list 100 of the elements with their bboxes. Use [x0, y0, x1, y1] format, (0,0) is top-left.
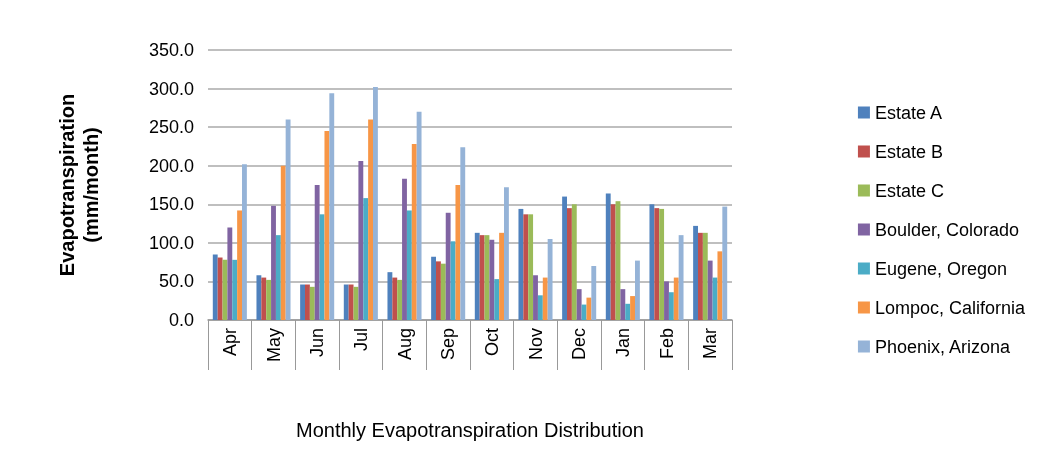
bar: [635, 260, 640, 320]
y-tick-label: 150.0: [148, 194, 194, 215]
bar: [547, 239, 553, 320]
bar: [324, 131, 330, 320]
bar: [431, 256, 436, 320]
bar: [693, 225, 698, 320]
bar: [343, 284, 349, 320]
bar: [717, 251, 723, 320]
bar: [261, 277, 267, 320]
bar: [416, 111, 422, 320]
bar: [562, 196, 567, 320]
legend-label: Phoenix, Arizona: [874, 336, 1011, 357]
bar: [266, 279, 272, 320]
bar: [533, 275, 538, 320]
bar: [329, 93, 335, 320]
bar: [455, 185, 461, 320]
bar: [445, 212, 451, 320]
bar: [280, 165, 286, 320]
legend-label: Eugene, Oregon: [874, 258, 1008, 279]
bar: [402, 178, 407, 320]
x-tick-label: Oct: [481, 328, 502, 357]
y-tick-label: 250.0: [148, 117, 194, 138]
bar: [392, 277, 398, 320]
bar: [518, 208, 524, 320]
bar: [571, 204, 577, 320]
x-tick-label: Jul: [350, 328, 371, 352]
bar: [528, 214, 534, 320]
bar: [232, 259, 238, 320]
bar: [610, 204, 616, 320]
legend-label: Estate C: [874, 180, 944, 201]
bar: [237, 210, 242, 320]
bar: [654, 208, 660, 320]
bar: [285, 119, 291, 320]
bar: [673, 277, 679, 320]
bar: [494, 279, 500, 320]
bar: [406, 210, 412, 320]
bar: [591, 266, 597, 320]
x-tick-label: Nov: [525, 328, 546, 361]
legend-label: Lompoc, California: [874, 297, 1026, 318]
bar: [479, 235, 485, 320]
bar: [436, 261, 441, 320]
bar: [489, 239, 495, 320]
y-tick-label: 200.0: [148, 155, 194, 176]
bar: [702, 232, 708, 320]
bar: [649, 204, 655, 320]
bar: [523, 214, 529, 320]
bar: [397, 279, 403, 320]
bar: [625, 303, 631, 320]
bar: [678, 235, 684, 320]
y-tick-label: 350.0: [148, 40, 194, 60]
bar: [620, 289, 626, 320]
bar: [537, 295, 543, 320]
bar: [300, 284, 305, 320]
y-axis-title: Evapotranspiration (mm/month): [56, 93, 102, 277]
bar: [387, 272, 393, 320]
bar: [722, 206, 728, 320]
bar: [698, 232, 703, 320]
y-tick-label: 100.0: [148, 232, 194, 253]
x-tick-label: Jun: [307, 328, 328, 358]
bar: [630, 296, 635, 320]
x-tick-label: Mar: [700, 328, 721, 359]
bar: [256, 275, 262, 320]
bar: [499, 232, 504, 320]
x-tick-label: Jan: [612, 328, 633, 358]
bar: [227, 227, 233, 320]
bar: [707, 260, 713, 320]
y-tick-label: 50.0: [158, 271, 194, 292]
bar: [242, 164, 247, 320]
bar: [460, 147, 466, 320]
x-tick-label: Feb: [656, 328, 677, 360]
bar: [275, 235, 281, 320]
bar: [363, 198, 369, 320]
x-tick-label: Dec: [569, 328, 590, 361]
bar: [586, 297, 592, 320]
legend-label: Estate B: [874, 141, 943, 162]
bar: [305, 284, 310, 320]
x-tick-label: Sep: [438, 328, 459, 361]
bar: [659, 208, 665, 320]
bar: [212, 254, 218, 320]
bar: [605, 193, 611, 320]
bar: [217, 257, 223, 320]
bar: [504, 187, 509, 320]
bar: [474, 232, 480, 320]
y-tick-label: 0.0: [168, 310, 194, 330]
bar: [542, 277, 548, 320]
bar: [440, 263, 446, 320]
bar: [271, 205, 276, 320]
bar: [664, 281, 669, 320]
bar: [314, 185, 320, 320]
x-axis-title: Monthly Evapotranspiration Distribution: [296, 419, 644, 441]
bar: [348, 284, 354, 320]
bar: [576, 289, 582, 320]
legend-label: Boulder, Colorado: [874, 219, 1020, 240]
x-tick-label: May: [263, 328, 284, 363]
bar: [368, 119, 373, 320]
bar: [358, 161, 364, 320]
bar: [411, 144, 417, 320]
bar: [668, 292, 674, 320]
x-tick-label: Aug: [394, 328, 415, 361]
bar: [567, 208, 572, 320]
